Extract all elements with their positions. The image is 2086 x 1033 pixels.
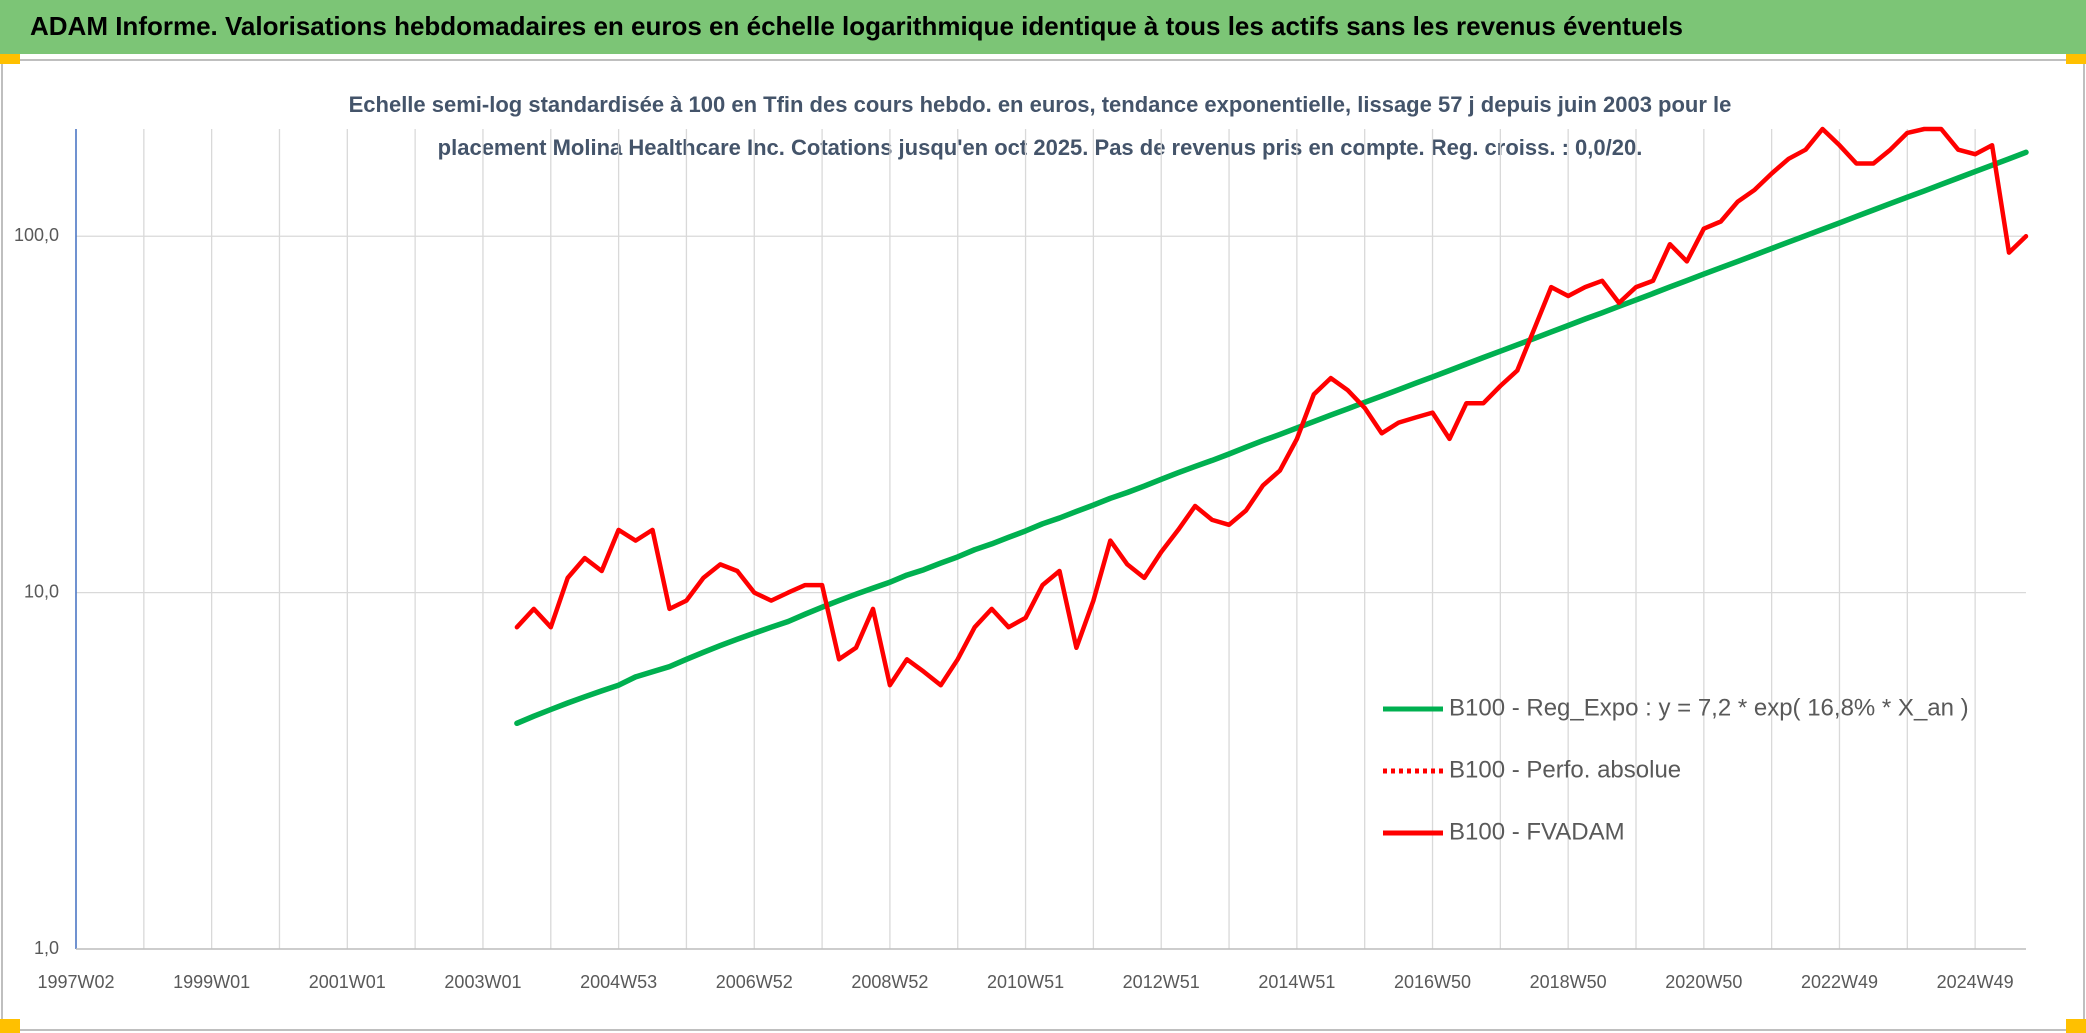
y-tick-label: 1,0 bbox=[34, 938, 59, 958]
x-tick-label: 2022W49 bbox=[1801, 972, 1878, 992]
chart-subtitle: placement Molina Healthcare Inc. Cotatio… bbox=[438, 135, 1643, 160]
x-tick-label: 2020W50 bbox=[1665, 972, 1742, 992]
legend-label: B100 - Reg_Expo : y = 7,2 * exp( 16,8% *… bbox=[1449, 694, 1969, 721]
frame bbox=[1, 59, 2085, 1031]
header-bar bbox=[0, 0, 2086, 54]
y-tick-label: 10,0 bbox=[24, 581, 59, 601]
x-tick-label: 2018W50 bbox=[1530, 972, 1607, 992]
x-tick-label: 2010W51 bbox=[987, 972, 1064, 992]
x-tick-label: 1999W01 bbox=[173, 972, 250, 992]
series-line bbox=[514, 149, 2029, 727]
corner-mark bbox=[0, 1019, 20, 1033]
series-line bbox=[514, 126, 2029, 688]
x-tick-label: 2016W50 bbox=[1394, 972, 1471, 992]
x-tick-label: 2024W49 bbox=[1937, 972, 2014, 992]
x-tick-label: 2003W01 bbox=[444, 972, 521, 992]
chart-subtitle: Echelle semi-log standardisée à 100 en T… bbox=[349, 92, 1732, 117]
x-tick-label: 2006W52 bbox=[716, 972, 793, 992]
x-tick-label: 2004W53 bbox=[580, 972, 657, 992]
y-tick-label: 100,0 bbox=[14, 225, 59, 245]
x-tick-label: 2014W51 bbox=[1258, 972, 1335, 992]
x-tick-label: 2012W51 bbox=[1123, 972, 1200, 992]
legend-label: B100 - Perfo. absolue bbox=[1449, 756, 1681, 783]
x-tick-label: 1997W02 bbox=[37, 972, 114, 992]
chart-title: ADAM Informe. Valorisations hebdomadaire… bbox=[30, 11, 1683, 41]
legend-label: B100 - FVADAM bbox=[1449, 818, 1625, 845]
x-tick-label: 2008W52 bbox=[851, 972, 928, 992]
corner-mark bbox=[2066, 1019, 2086, 1033]
x-tick-label: 2001W01 bbox=[309, 972, 386, 992]
